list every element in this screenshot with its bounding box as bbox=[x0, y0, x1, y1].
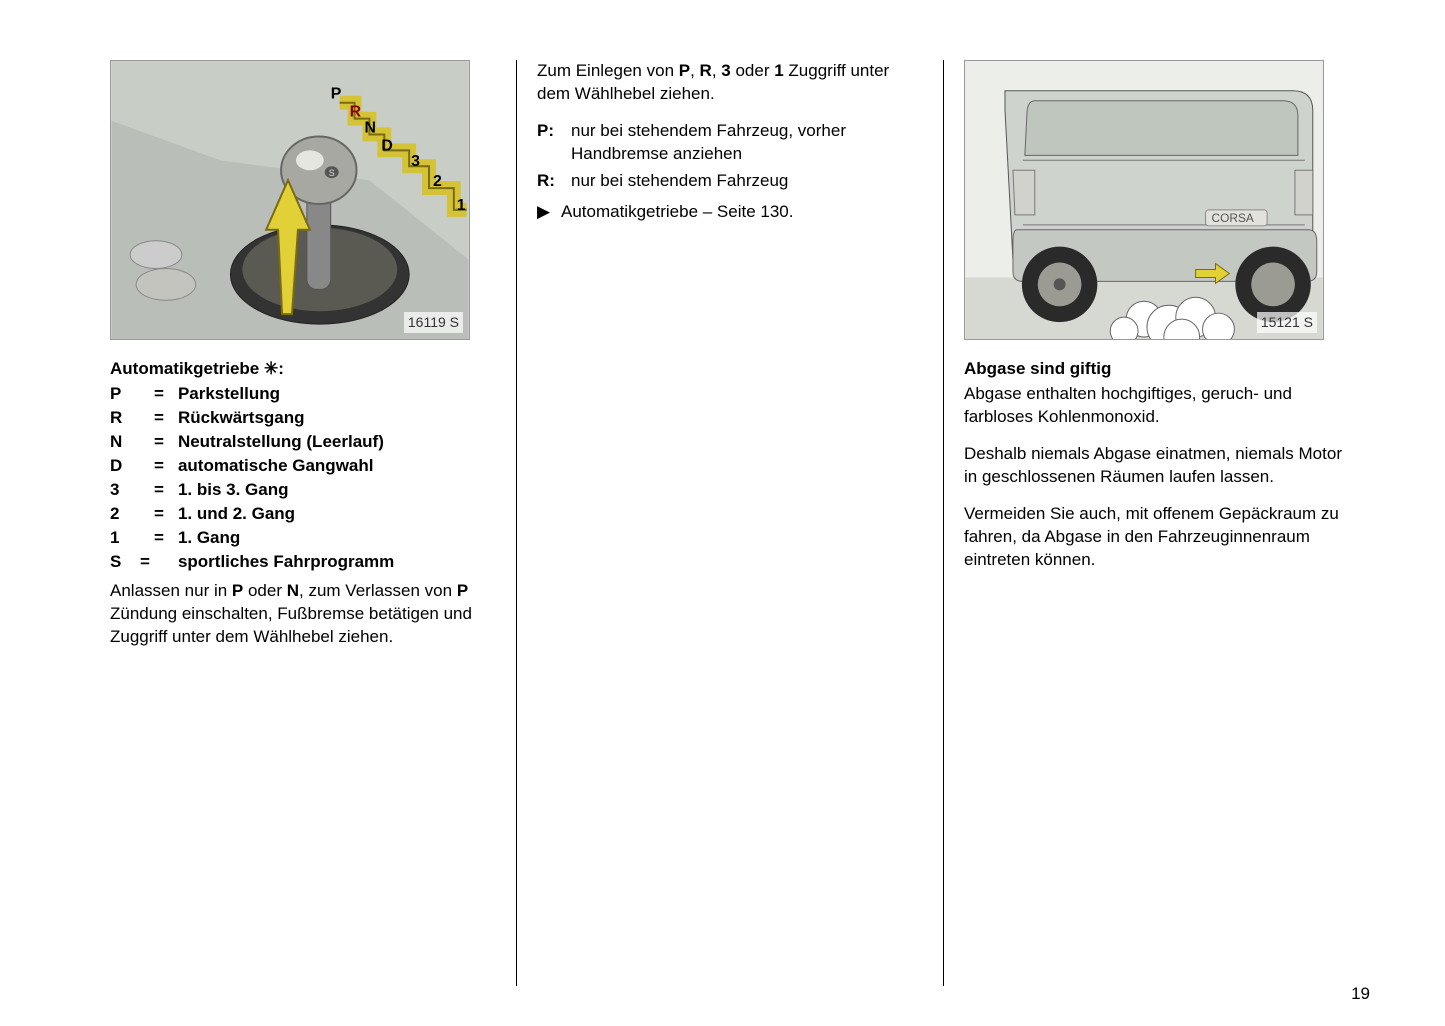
exhaust-paragraph-3: Vermeiden Sie auch, mit offenem Gepäck­r… bbox=[964, 503, 1350, 572]
exhaust-heading: Abgase sind giftig bbox=[964, 358, 1350, 381]
svg-text:P: P bbox=[331, 86, 342, 103]
gear-shift-illustration: P R N D 3 2 1 S bbox=[110, 60, 470, 340]
exhaust-paragraph-1: Abgase enthalten hochgiftiges, geruch- u… bbox=[964, 383, 1350, 429]
cross-reference-text: Automatikgetriebe – Seite 130. bbox=[561, 201, 793, 224]
svg-text:N: N bbox=[364, 119, 375, 136]
gear-row: 1=1. Gang bbox=[110, 527, 398, 551]
illustration-label: 16119 S bbox=[404, 312, 463, 333]
definition-value: nur bei stehendem Fahrzeug, vorher Handb… bbox=[571, 120, 923, 166]
gear-row: P=Parkstellung bbox=[110, 383, 398, 407]
cross-reference: ▶ Automatikgetriebe – Seite 130. bbox=[537, 201, 923, 224]
gear-shift-svg: P R N D 3 2 1 S bbox=[111, 61, 469, 339]
svg-text:1: 1 bbox=[457, 197, 466, 214]
gear-heading: Automatikgetriebe ✳: bbox=[110, 358, 496, 381]
column-2: Zum Einlegen von P, R, 3 oder 1 Zuggriff… bbox=[517, 60, 944, 986]
svg-text:CORSA: CORSA bbox=[1212, 211, 1254, 225]
illustration-label: 15121 S bbox=[1257, 312, 1317, 333]
triangle-bullet-icon: ▶ bbox=[537, 201, 561, 224]
definition-key: P: bbox=[537, 120, 571, 166]
exhaust-paragraph-2: Deshalb niemals Abgase einatmen, nie­mal… bbox=[964, 443, 1350, 489]
page-content: P R N D 3 2 1 S bbox=[90, 60, 1370, 986]
exhaust-svg: CORSA bbox=[965, 61, 1323, 339]
gear-row: D=automatische Gangwahl bbox=[110, 455, 398, 479]
svg-text:R: R bbox=[350, 104, 362, 121]
definition-row: P: nur bei stehendem Fahrzeug, vorher Ha… bbox=[537, 120, 923, 166]
page-number: 19 bbox=[1351, 983, 1370, 1006]
exhaust-illustration: CORSA bbox=[964, 60, 1324, 340]
svg-text:3: 3 bbox=[411, 153, 420, 170]
gear-row: 2=1. und 2. Gang bbox=[110, 503, 398, 527]
gear-row: 3=1. bis 3. Gang bbox=[110, 479, 398, 503]
column-3: CORSA bbox=[944, 60, 1370, 986]
gear-row: N=Neutralstellung (Leerlauf) bbox=[110, 431, 398, 455]
svg-text:S: S bbox=[329, 168, 335, 178]
gear-definitions-table: P=Parkstellung R=Rückwärtsgang N=Neutral… bbox=[110, 383, 398, 575]
definition-value: nur bei stehendem Fahrzeug bbox=[571, 170, 923, 193]
gear-start-paragraph: Anlassen nur in P oder N, zum Verlassen … bbox=[110, 580, 496, 649]
svg-text:2: 2 bbox=[433, 173, 442, 190]
column-1: P R N D 3 2 1 S bbox=[90, 60, 517, 986]
definition-key: R: bbox=[537, 170, 571, 193]
definition-row: R: nur bei stehendem Fahrzeug bbox=[537, 170, 923, 193]
gear-row: R=Rückwärtsgang bbox=[110, 407, 398, 431]
svg-text:D: D bbox=[381, 137, 392, 154]
gear-row: S=sportliches Fahrprogramm bbox=[110, 551, 398, 575]
engage-gear-paragraph: Zum Einlegen von P, R, 3 oder 1 Zuggriff… bbox=[537, 60, 923, 106]
